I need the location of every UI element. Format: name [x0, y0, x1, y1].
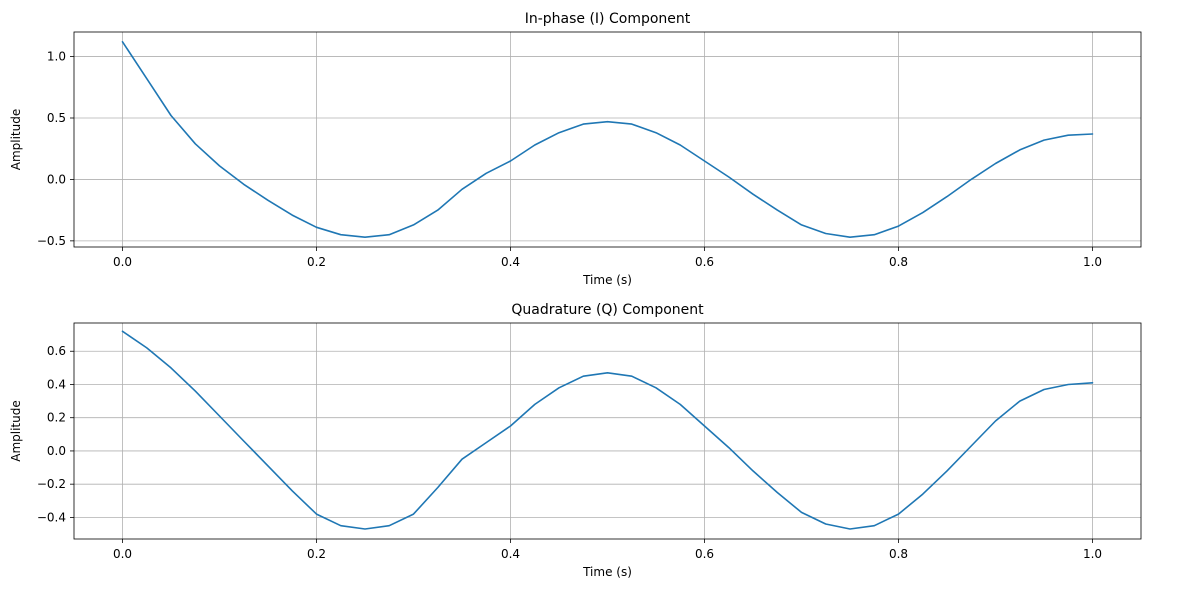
y-tick-label: 0.5: [47, 111, 66, 125]
x-axis-label: Time (s): [582, 565, 632, 579]
y-tick-label: −0.5: [37, 234, 66, 248]
series-line: [121, 330, 1094, 530]
chart-panel-1: 0.0 0.2 0.4 0.6 0.8 1.0 −0.5 0.0 0.5 1.0 In-phase …: [9, 11, 1142, 287]
x-tick-label: 0.8: [889, 547, 908, 561]
y-tick-label: 0.4: [47, 377, 66, 391]
x-tick-label: 0.4: [501, 547, 520, 561]
plot-frame: [73, 31, 1142, 248]
x-tick-label: 0.0: [113, 255, 132, 269]
plot-frame: [73, 322, 1142, 540]
chart-panel-2: 0.0 0.2 0.4 0.6 0.8 1.0 −0.4 −0.2 0.0 0.2 0.4 0.6 Qu…: [9, 302, 1142, 579]
x-tick-label: 0.6: [695, 255, 714, 269]
y-axis-label: Amplitude: [9, 400, 23, 462]
y-tick-label: −0.2: [37, 477, 66, 491]
x-axis-label: Time (s): [582, 273, 632, 287]
y-tick-label: 0.0: [47, 444, 66, 458]
x-tick-label: 1.0: [1083, 255, 1102, 269]
x-tick-label: 0.8: [889, 255, 908, 269]
chart-title: In-phase (I) Component: [525, 11, 691, 27]
y-tick-label: 0.2: [47, 411, 66, 425]
y-tick-label: 1.0: [47, 50, 66, 64]
y-axis-label: Amplitude: [9, 109, 23, 171]
chart-title: Quadrature (Q) Component: [511, 302, 704, 318]
series-line: [121, 40, 1094, 238]
x-tick-label: 1.0: [1083, 547, 1102, 561]
x-tick-label: 0.2: [307, 255, 326, 269]
y-tick-label: 0.0: [47, 172, 66, 186]
x-tick-label: 0.2: [307, 547, 326, 561]
x-tick-label: 0.4: [501, 255, 520, 269]
x-tick-label: 0.6: [695, 547, 714, 561]
x-tick-label: 0.0: [113, 547, 132, 561]
y-tick-label: 0.6: [47, 344, 66, 358]
y-tick-label: −0.4: [37, 510, 66, 524]
